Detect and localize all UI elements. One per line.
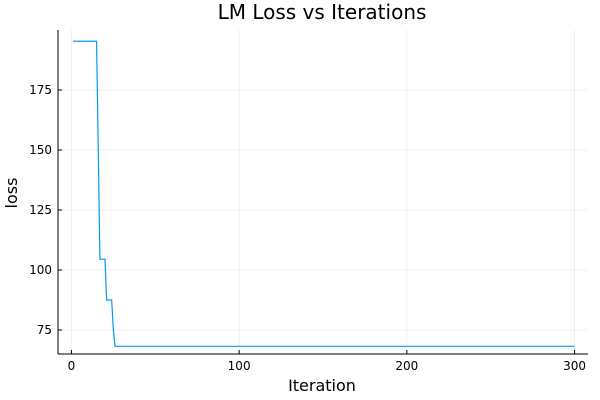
- series: [73, 40, 575, 347]
- x-tick-label: 100: [228, 359, 251, 373]
- x-tick-label: 0: [68, 359, 76, 373]
- y-tick-label: 125: [29, 203, 52, 217]
- x-axis-label: Iteration: [288, 376, 356, 395]
- y-tick-label: 150: [29, 143, 52, 157]
- chart-title: LM Loss vs Iterations: [218, 0, 427, 24]
- y-axis-label: loss: [2, 178, 21, 209]
- x-tick-label: 300: [563, 359, 586, 373]
- axes: [57, 30, 588, 355]
- ticks: 0 100 200 300 75 100 125 150 175: [29, 83, 586, 373]
- y-tick-label: 100: [29, 263, 52, 277]
- loss-series-line: [73, 40, 575, 347]
- y-tick-label: 175: [29, 83, 52, 97]
- grid: [58, 30, 588, 354]
- y-tick-label: 75: [37, 323, 52, 337]
- x-tick-label: 200: [395, 359, 418, 373]
